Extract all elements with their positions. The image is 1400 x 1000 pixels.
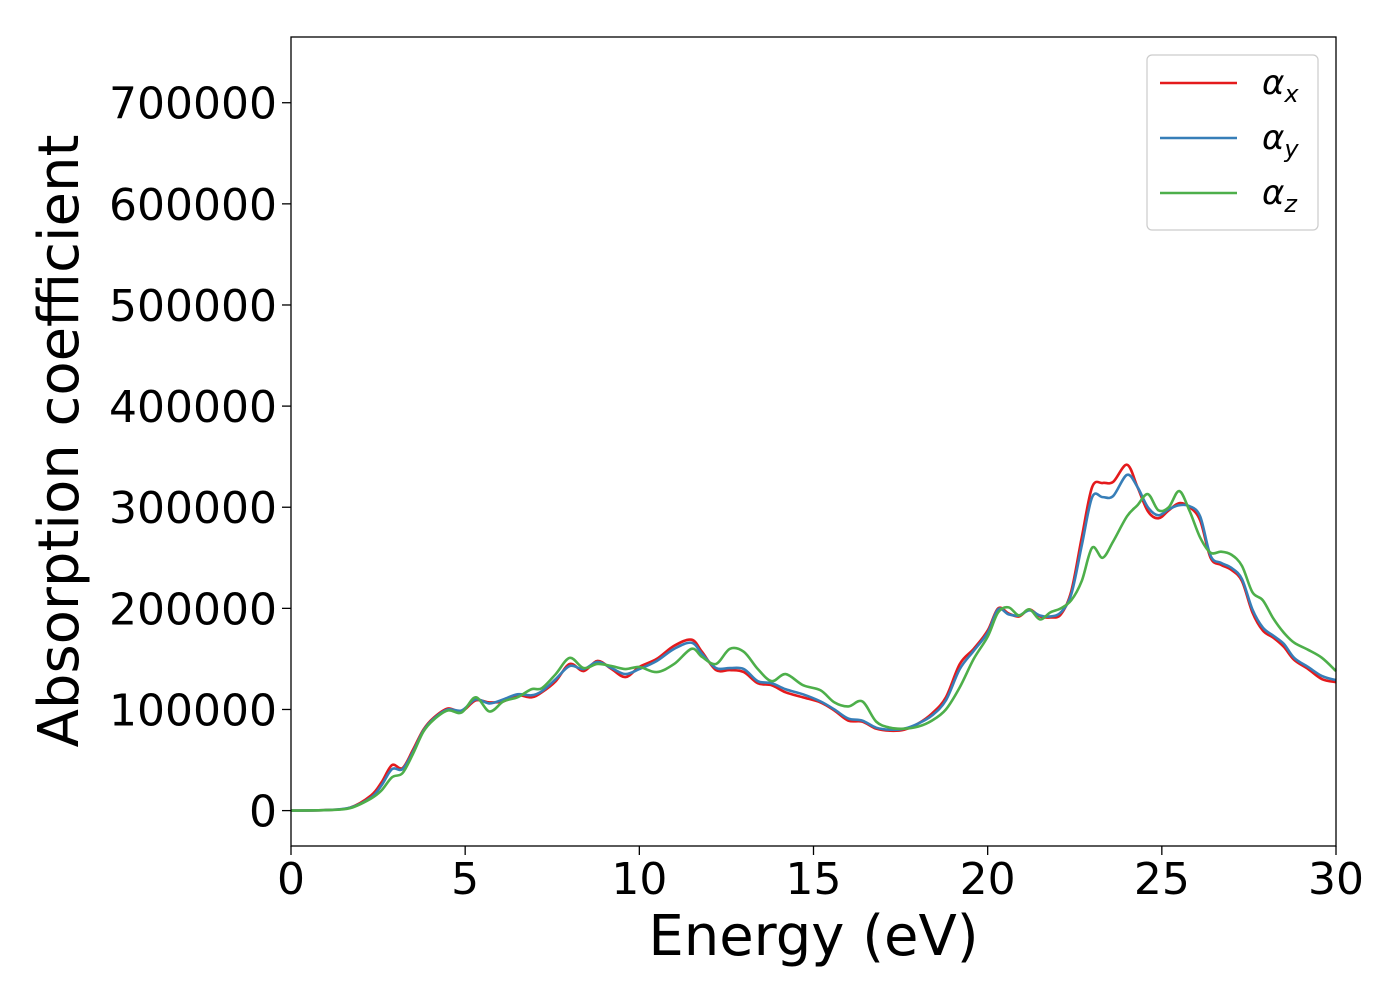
y-tick-label: 0 bbox=[249, 787, 277, 838]
x-axis: 0 5 10 15 20 25 30 bbox=[277, 846, 1364, 905]
legend-label-y: αy bbox=[1262, 118, 1299, 163]
series-line-y bbox=[290, 473, 1337, 812]
x-tick-label: 5 bbox=[451, 854, 479, 905]
y-axis-label: Absorption coefficient bbox=[27, 135, 92, 748]
x-tick-label: 25 bbox=[1134, 854, 1190, 905]
legend-label-x: αx bbox=[1262, 63, 1299, 108]
y-tick-label: 400000 bbox=[109, 382, 277, 433]
y-tick-label: 200000 bbox=[109, 584, 277, 635]
series-layer bbox=[290, 463, 1337, 812]
legend-subscript: x bbox=[1283, 80, 1299, 108]
legend-box bbox=[1146, 54, 1319, 231]
y-tick-label: 700000 bbox=[109, 79, 277, 130]
y-tick-label: 600000 bbox=[109, 180, 277, 231]
x-axis-label: Energy (eV) bbox=[648, 904, 978, 969]
y-axis: 0 100000 200000 300000 400000 500000 600000 700… bbox=[109, 79, 291, 838]
legend-symbol: α bbox=[1262, 63, 1284, 103]
series-line-z bbox=[290, 489, 1337, 812]
x-tick-label: 10 bbox=[611, 854, 667, 905]
y-tick-label: 300000 bbox=[109, 483, 277, 534]
x-tick-label: 20 bbox=[960, 854, 1016, 905]
y-tick-label: 100000 bbox=[109, 685, 277, 736]
x-tick-label: 15 bbox=[786, 854, 842, 905]
legend-subscript: y bbox=[1283, 135, 1299, 163]
series-line-x bbox=[290, 463, 1337, 812]
legend-symbol: α bbox=[1262, 173, 1284, 213]
x-tick-label: 30 bbox=[1308, 854, 1364, 905]
legend-subscript: z bbox=[1283, 190, 1298, 218]
x-tick-label: 0 bbox=[277, 854, 305, 905]
legend-label-z: αz bbox=[1262, 173, 1298, 218]
legend-symbol: α bbox=[1262, 118, 1284, 158]
y-tick-label: 500000 bbox=[109, 281, 277, 332]
